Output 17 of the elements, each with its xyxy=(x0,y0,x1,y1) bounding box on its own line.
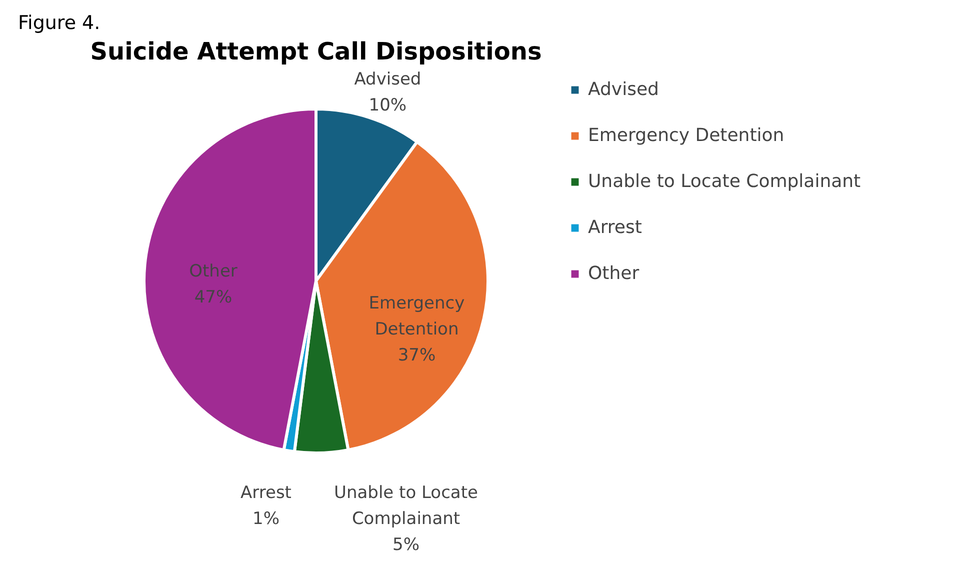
data-label: 47% xyxy=(194,287,232,308)
slice-label: Unable to Locate Complainant xyxy=(334,483,478,529)
slice-label: Other xyxy=(189,261,238,282)
slice-label: Advised xyxy=(354,69,422,90)
legend-label: Other xyxy=(588,263,640,284)
chart-title: Suicide Attempt Call Dispositions xyxy=(90,37,542,66)
legend-label: Unable to Locate Complainant xyxy=(588,171,861,192)
legend-label: Emergency Detention xyxy=(588,125,784,146)
legend-label: Advised xyxy=(588,79,659,100)
data-label: 10% xyxy=(368,95,407,116)
data-label: 37% xyxy=(398,346,436,366)
slice-label: Emergency Detention xyxy=(368,294,465,340)
legend-label: Arrest xyxy=(588,217,642,238)
slice-label: Arrest xyxy=(240,483,292,503)
figure-note: Figure 4. xyxy=(18,12,100,34)
data-label: 5% xyxy=(392,535,420,555)
data-label: 1% xyxy=(252,509,280,529)
